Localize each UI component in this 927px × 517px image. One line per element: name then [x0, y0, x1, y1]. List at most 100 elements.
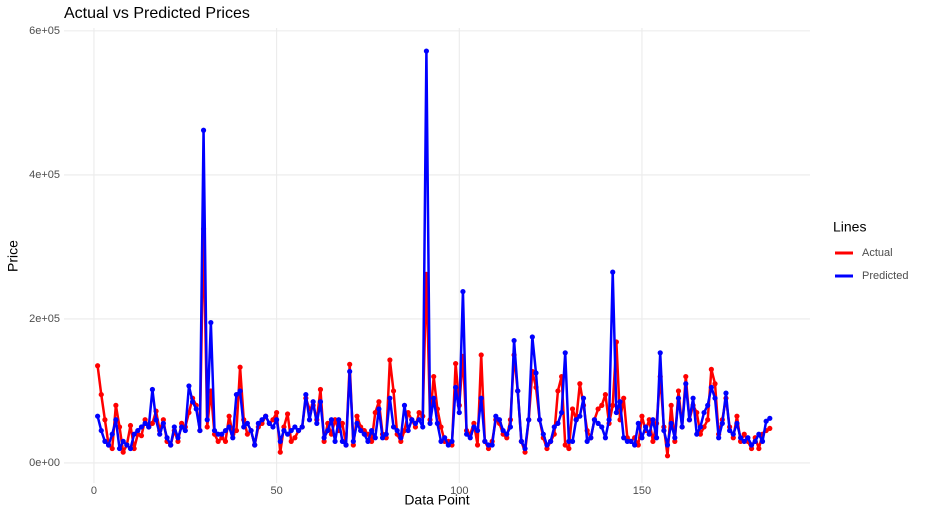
data-point [431, 373, 437, 380]
data-point [445, 442, 451, 448]
data-point [347, 368, 353, 375]
data-point [602, 435, 609, 441]
data-point [241, 424, 247, 430]
data-point [456, 409, 462, 416]
data-point [632, 442, 638, 448]
data-point [624, 438, 630, 444]
data-point [628, 438, 634, 444]
data-point [478, 352, 484, 358]
data-point [325, 427, 331, 434]
data-point [712, 395, 718, 401]
data-point [303, 391, 309, 398]
data-point [146, 424, 152, 430]
data-point [577, 413, 583, 419]
data-point [405, 427, 411, 434]
data-point [347, 361, 353, 367]
data-point [186, 383, 192, 389]
data-point [471, 424, 477, 430]
data-point [204, 417, 210, 423]
data-point [109, 431, 115, 437]
data-point [599, 424, 605, 430]
data-point [208, 319, 214, 326]
data-point [577, 381, 583, 387]
data-point [310, 399, 316, 405]
data-point [522, 445, 528, 452]
data-point [540, 431, 546, 437]
data-point [471, 420, 477, 426]
data-point [339, 438, 345, 444]
data-point [124, 442, 130, 448]
data-point [116, 424, 123, 430]
data-point [533, 370, 539, 376]
data-point [420, 424, 426, 430]
data-point [387, 395, 393, 401]
data-point [617, 399, 623, 405]
data-point [383, 431, 389, 437]
data-point [233, 427, 240, 434]
data-point [544, 442, 550, 448]
data-point [474, 442, 481, 448]
data-point [562, 350, 568, 356]
data-point [613, 409, 619, 416]
data-point [398, 438, 404, 444]
x-tick-label: 100 [450, 485, 468, 497]
data-point [767, 425, 773, 432]
data-point [135, 427, 141, 434]
legend-title: Lines [833, 219, 866, 235]
data-point [339, 420, 345, 426]
data-point [485, 442, 492, 448]
data-point [222, 438, 229, 444]
data-point [566, 438, 572, 444]
data-point [288, 438, 294, 444]
data-point [153, 417, 159, 423]
data-point [504, 431, 510, 437]
data-point [482, 438, 488, 444]
data-point [376, 399, 382, 405]
data-point [558, 409, 565, 416]
data-point [369, 427, 375, 434]
data-point [438, 438, 444, 444]
data-point [621, 395, 627, 401]
data-point [741, 431, 747, 437]
y-tick-label: 2e+05 [29, 313, 60, 325]
data-point [719, 420, 725, 426]
data-point [661, 427, 667, 434]
data-point [712, 381, 718, 387]
data-point [548, 438, 554, 444]
data-point [555, 388, 561, 394]
data-point [412, 424, 419, 430]
data-point [562, 442, 568, 448]
data-point [219, 431, 225, 437]
data-point [401, 427, 408, 434]
data-point [270, 424, 276, 430]
data-point [650, 438, 656, 444]
data-point [694, 431, 700, 437]
data-point [292, 424, 298, 430]
data-point [215, 438, 221, 444]
data-point [343, 442, 349, 448]
data-point [358, 427, 364, 434]
data-point [467, 435, 473, 441]
data-point [226, 424, 232, 430]
data-point [621, 435, 627, 441]
data-point [734, 413, 740, 419]
data-point [149, 386, 156, 393]
data-point [595, 406, 601, 412]
data-point [438, 424, 444, 430]
data-point [142, 420, 148, 426]
data-point [434, 420, 440, 426]
data-point [113, 402, 119, 408]
data-point [515, 388, 521, 394]
data-point [442, 435, 448, 441]
y-tick-label: 6e+05 [29, 25, 60, 37]
data-point [675, 388, 682, 394]
data-point [215, 431, 221, 437]
data-point [328, 417, 335, 423]
data-point [716, 435, 722, 441]
data-point [537, 417, 543, 423]
data-point [690, 395, 696, 401]
data-point [266, 420, 272, 426]
data-point [599, 402, 605, 408]
data-point [200, 127, 207, 133]
data-point [164, 435, 170, 441]
